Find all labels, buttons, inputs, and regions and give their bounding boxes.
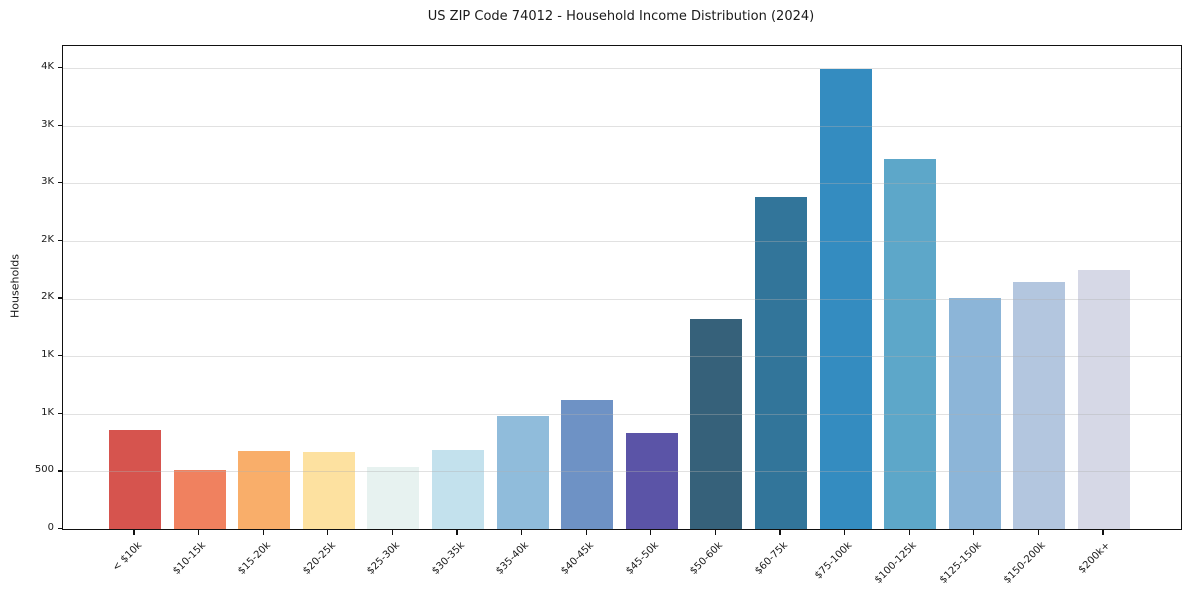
- x-tick-label: $50-60k: [688, 540, 726, 577]
- bar-35-40k: [496, 415, 549, 529]
- bar-25-30k: [367, 467, 420, 529]
- x-tick-mark: [197, 529, 200, 536]
- bar-125-150k: [948, 297, 1001, 529]
- x-tick-mark: [456, 529, 458, 536]
- y-tick-label: 1K: [41, 406, 54, 418]
- y-tick-mark: [58, 124, 62, 126]
- gridline-3000: [63, 183, 1181, 185]
- x-tick-mark: [650, 529, 652, 536]
- x-tick-mark: [262, 529, 264, 536]
- x-tick-mark: [843, 529, 846, 536]
- bar-60-75k: [755, 197, 807, 529]
- y-tick-label: 0: [47, 522, 54, 533]
- bar-30-35k: [432, 449, 484, 529]
- x-tick-mark: [973, 529, 975, 536]
- y-tick-mark: [58, 297, 62, 299]
- x-tick-mark: [585, 529, 587, 536]
- y-tick-mark: [58, 528, 62, 530]
- y-tick-mark: [58, 412, 62, 415]
- x-tick-label: $35-40k: [494, 540, 532, 577]
- x-tick-label: $15-20k: [236, 540, 273, 577]
- bar-150-200k: [1013, 281, 1066, 529]
- y-tick-label: 3K: [41, 176, 54, 188]
- x-tick-mark: [1102, 529, 1104, 536]
- y-tick-mark: [58, 239, 62, 242]
- bar-15-20k: [238, 450, 291, 529]
- y-axis-ticks: 0 500 1K 1K 2K 2K 3K 3K 4K: [0, 0, 54, 590]
- x-tick-mark: [908, 529, 910, 536]
- chart-title: US ZIP Code 74012 - Household Income Dis…: [427, 9, 815, 24]
- x-tick-mark: [520, 529, 523, 536]
- y-tick-label: 500: [34, 464, 54, 476]
- bar-20-25k: [302, 451, 355, 529]
- bar-40-45k: [561, 399, 614, 529]
- y-tick-mark: [58, 470, 62, 472]
- bar-200k: [1078, 270, 1130, 529]
- bar-45-50k: [625, 432, 678, 529]
- gridline-500: [63, 471, 1181, 473]
- bar-10-15k: [173, 469, 226, 529]
- x-tick-label: $20-25k: [300, 540, 338, 577]
- x-tick-label: $25-30k: [365, 540, 403, 577]
- plot-area: [62, 45, 1182, 530]
- x-tick-mark: [327, 529, 329, 536]
- x-tick-label: < $10k: [110, 540, 144, 574]
- gridline-3500: [63, 125, 1181, 127]
- x-tick-label: $200k+: [1076, 540, 1113, 576]
- y-tick-mark: [58, 355, 62, 357]
- x-tick-mark: [1037, 529, 1040, 536]
- x-tick-label: $10-15k: [171, 540, 209, 577]
- gridline-4000: [63, 67, 1181, 69]
- x-tick-mark: [779, 529, 781, 536]
- x-tick-label: $100-125k: [873, 540, 919, 586]
- bar-50-60k: [690, 319, 743, 529]
- x-tick-label: $60-75k: [752, 540, 790, 577]
- x-tick-label: $30-35k: [429, 540, 467, 577]
- x-tick-label: $125-150k: [937, 540, 984, 586]
- x-tick-label: $45-50k: [623, 540, 661, 577]
- bar-10k: [109, 430, 161, 529]
- y-tick-mark: [58, 182, 62, 184]
- y-tick-label: 2K: [41, 233, 54, 245]
- bar-100-125k: [884, 159, 937, 529]
- x-tick-label: $75-100k: [812, 540, 855, 582]
- gridline-1500: [63, 356, 1181, 358]
- gridline-2500: [63, 240, 1181, 242]
- y-tick-label: 3K: [41, 118, 54, 130]
- y-tick-label: 4K: [41, 60, 54, 72]
- y-tick-label: 2K: [41, 291, 54, 303]
- bar-75-100k: [819, 69, 872, 529]
- gridline-2000: [63, 298, 1181, 300]
- y-tick-label: 1K: [41, 349, 54, 361]
- x-tick-label: $150-200k: [1002, 540, 1049, 586]
- x-tick-label: $40-45k: [559, 540, 596, 577]
- x-tick-mark: [391, 529, 394, 536]
- x-tick-mark: [714, 529, 717, 536]
- x-tick-mark: [133, 529, 135, 536]
- y-tick-mark: [58, 66, 62, 69]
- gridline-1000: [63, 413, 1181, 415]
